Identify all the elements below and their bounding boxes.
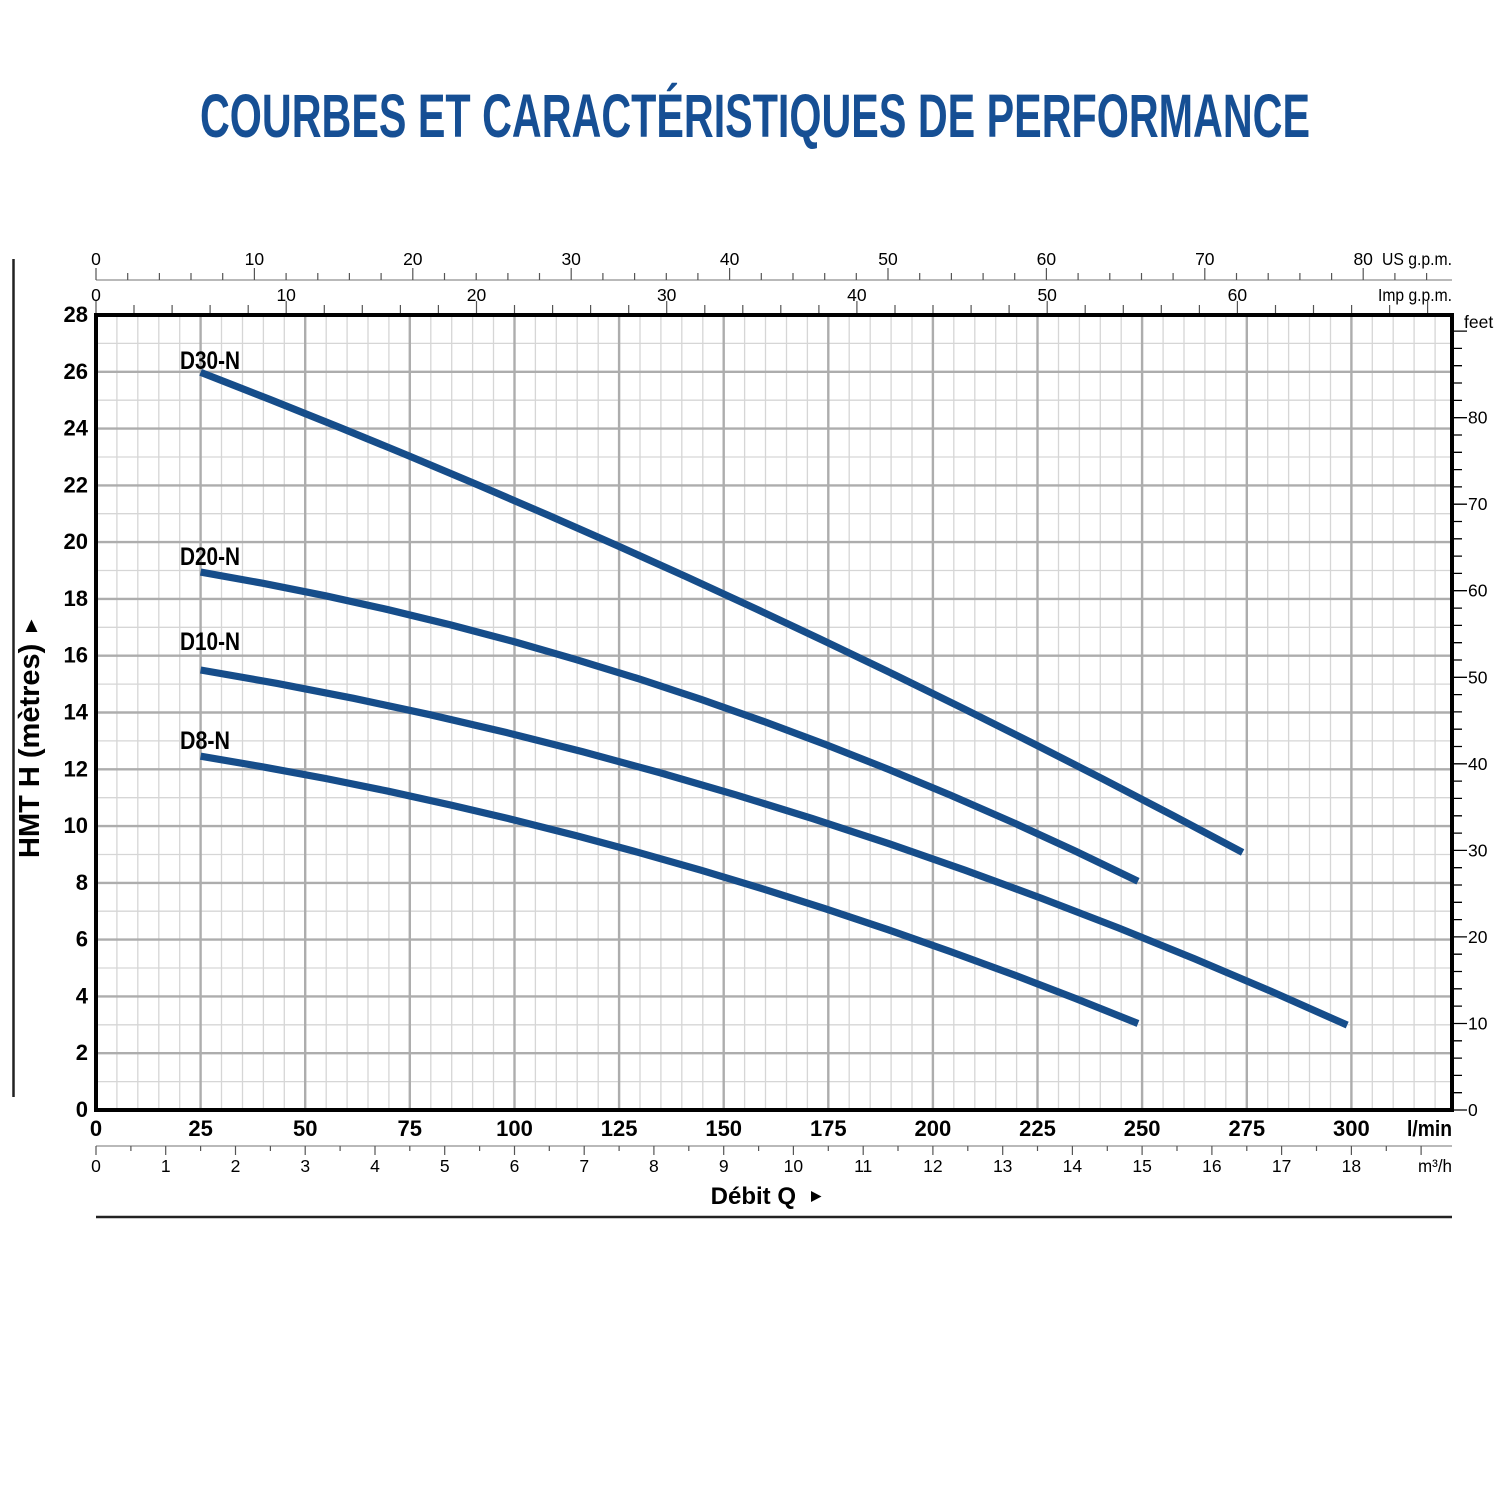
svg-text:24: 24 (64, 416, 89, 441)
svg-text:18: 18 (1342, 1156, 1361, 1176)
svg-text:20: 20 (1468, 927, 1488, 947)
svg-text:18: 18 (64, 586, 88, 611)
svg-text:12: 12 (64, 756, 88, 781)
svg-text:l/min: l/min (1407, 1116, 1452, 1141)
svg-text:9: 9 (719, 1156, 729, 1176)
svg-text:20: 20 (403, 249, 423, 269)
svg-text:14: 14 (1063, 1156, 1083, 1176)
svg-text:3: 3 (300, 1156, 310, 1176)
svg-text:17: 17 (1272, 1156, 1291, 1176)
svg-text:D30-N: D30-N (180, 347, 240, 375)
svg-text:40: 40 (847, 285, 867, 305)
svg-text:4: 4 (76, 983, 89, 1008)
svg-text:11: 11 (854, 1156, 872, 1176)
svg-text:20: 20 (467, 285, 487, 305)
svg-text:0: 0 (76, 1097, 88, 1122)
svg-text:Imp g.p.m.: Imp g.p.m. (1378, 285, 1452, 305)
svg-text:5: 5 (440, 1156, 450, 1176)
svg-text:75: 75 (398, 1116, 422, 1141)
svg-text:20: 20 (64, 529, 88, 554)
svg-text:300: 300 (1333, 1116, 1370, 1141)
svg-text:60: 60 (1468, 581, 1488, 601)
svg-text:50: 50 (1468, 667, 1488, 687)
svg-text:7: 7 (579, 1156, 589, 1176)
svg-text:10: 10 (784, 1156, 804, 1176)
svg-text:2: 2 (231, 1156, 241, 1176)
svg-text:16: 16 (1202, 1156, 1221, 1176)
svg-text:0: 0 (91, 1156, 101, 1176)
svg-text:0: 0 (90, 1116, 102, 1141)
svg-text:0: 0 (91, 249, 101, 269)
svg-text:6: 6 (510, 1156, 520, 1176)
svg-text:14: 14 (64, 700, 89, 725)
svg-text:COURBES ET CARACTÉRISTIQUES DE: COURBES ET CARACTÉRISTIQUES DE PERFORMAN… (200, 82, 1310, 150)
svg-text:6: 6 (76, 927, 88, 952)
svg-text:10: 10 (1468, 1014, 1488, 1034)
svg-text:12: 12 (923, 1156, 942, 1176)
svg-text:175: 175 (810, 1116, 847, 1141)
svg-text:D10-N: D10-N (180, 628, 240, 656)
svg-text:80: 80 (1353, 249, 1373, 269)
svg-text:28: 28 (64, 302, 88, 327)
svg-text:22: 22 (64, 472, 88, 497)
svg-text:10: 10 (64, 813, 88, 838)
svg-text:m³/h: m³/h (1418, 1156, 1452, 1176)
svg-text:60: 60 (1037, 249, 1057, 269)
svg-text:8: 8 (76, 870, 88, 895)
svg-text:40: 40 (1468, 754, 1488, 774)
svg-text:US g.p.m.: US g.p.m. (1382, 249, 1452, 269)
svg-text:26: 26 (64, 359, 88, 384)
svg-text:200: 200 (915, 1116, 952, 1141)
svg-text:70: 70 (1195, 249, 1215, 269)
svg-text:80: 80 (1468, 408, 1488, 428)
svg-text:275: 275 (1228, 1116, 1265, 1141)
svg-text:25: 25 (188, 1116, 212, 1141)
svg-text:30: 30 (561, 249, 581, 269)
svg-text:15: 15 (1132, 1156, 1151, 1176)
svg-text:50: 50 (293, 1116, 317, 1141)
svg-text:D8-N: D8-N (180, 727, 230, 755)
svg-text:0: 0 (91, 285, 101, 305)
svg-text:2: 2 (76, 1040, 88, 1065)
svg-text:60: 60 (1228, 285, 1248, 305)
svg-text:50: 50 (878, 249, 898, 269)
svg-text:50: 50 (1037, 285, 1057, 305)
svg-text:feet: feet (1464, 312, 1493, 332)
svg-text:70: 70 (1468, 494, 1488, 514)
svg-text:150: 150 (705, 1116, 742, 1141)
svg-text:Débit Q: Débit Q (711, 1183, 796, 1210)
svg-text:D20-N: D20-N (180, 543, 240, 571)
svg-text:13: 13 (993, 1156, 1012, 1176)
svg-text:16: 16 (64, 643, 88, 668)
svg-text:40: 40 (720, 249, 740, 269)
svg-text:30: 30 (657, 285, 677, 305)
svg-text:0: 0 (1468, 1100, 1478, 1120)
svg-text:250: 250 (1124, 1116, 1161, 1141)
svg-text:4: 4 (370, 1156, 380, 1176)
svg-text:10: 10 (276, 285, 296, 305)
svg-text:1: 1 (161, 1156, 171, 1176)
svg-text:8: 8 (649, 1156, 659, 1176)
svg-text:HMT H (mètres): HMT H (mètres) (14, 644, 46, 858)
svg-text:100: 100 (496, 1116, 533, 1141)
svg-text:225: 225 (1019, 1116, 1056, 1141)
svg-text:30: 30 (1468, 840, 1488, 860)
svg-text:125: 125 (601, 1116, 638, 1141)
svg-text:10: 10 (245, 249, 265, 269)
